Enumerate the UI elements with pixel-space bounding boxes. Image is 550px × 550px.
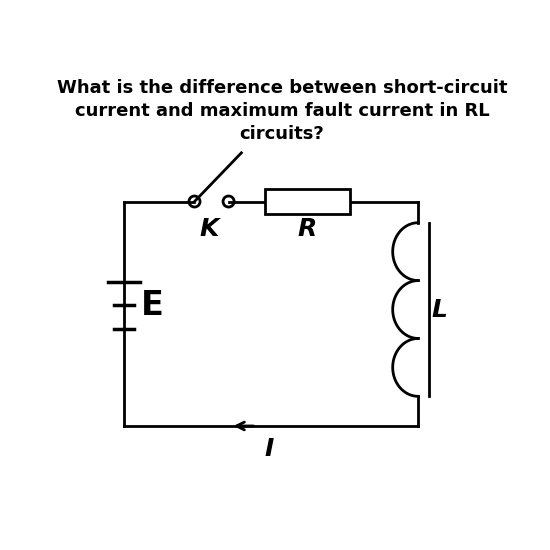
- Text: L: L: [432, 298, 448, 322]
- Text: R: R: [298, 217, 317, 241]
- Text: circuits?: circuits?: [239, 125, 324, 144]
- Text: I: I: [265, 437, 274, 461]
- Text: K: K: [200, 217, 219, 241]
- Text: E: E: [140, 289, 163, 322]
- Text: current and maximum fault current in RL: current and maximum fault current in RL: [75, 102, 489, 120]
- Text: What is the difference between short-circuit: What is the difference between short-cir…: [57, 79, 507, 97]
- Bar: [265, 189, 350, 214]
